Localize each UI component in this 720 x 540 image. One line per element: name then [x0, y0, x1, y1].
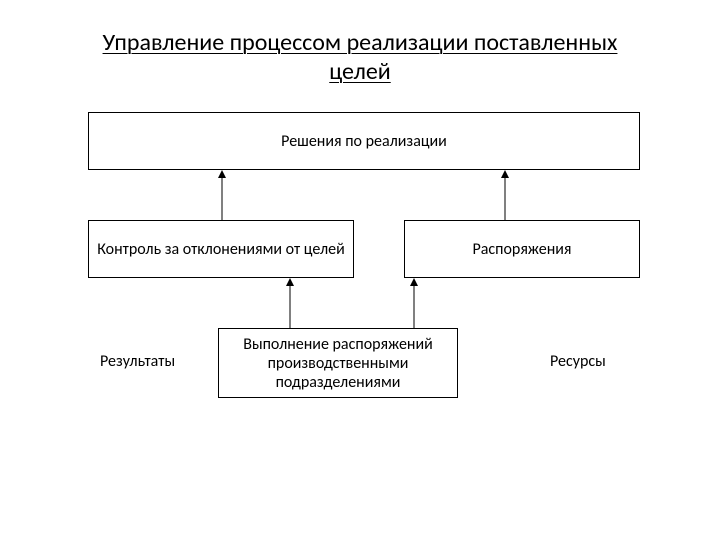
box-bottom: Выполнение распоряжений производственным… — [218, 328, 458, 398]
page-title: Управление процессом реализации поставле… — [50, 28, 670, 86]
box-bottom-text: Выполнение распоряжений производственным… — [223, 335, 453, 392]
box-top-text: Решения по реализации — [281, 132, 447, 151]
label-results: Результаты — [100, 352, 175, 371]
title-line2: целей — [329, 57, 390, 86]
title-line1: Управление процессом реализации поставле… — [103, 28, 618, 57]
box-mid-left-text: Контроль за отклонениями от целей — [97, 240, 345, 259]
label-resources: Ресурсы — [550, 352, 606, 371]
box-mid-left: Контроль за отклонениями от целей — [88, 220, 354, 278]
label-results-text: Результаты — [100, 352, 175, 371]
box-mid-right-text: Распоряжения — [472, 240, 571, 259]
box-top: Решения по реализации — [88, 112, 640, 170]
label-resources-text: Ресурсы — [550, 352, 606, 371]
box-mid-right: Распоряжения — [404, 220, 640, 278]
